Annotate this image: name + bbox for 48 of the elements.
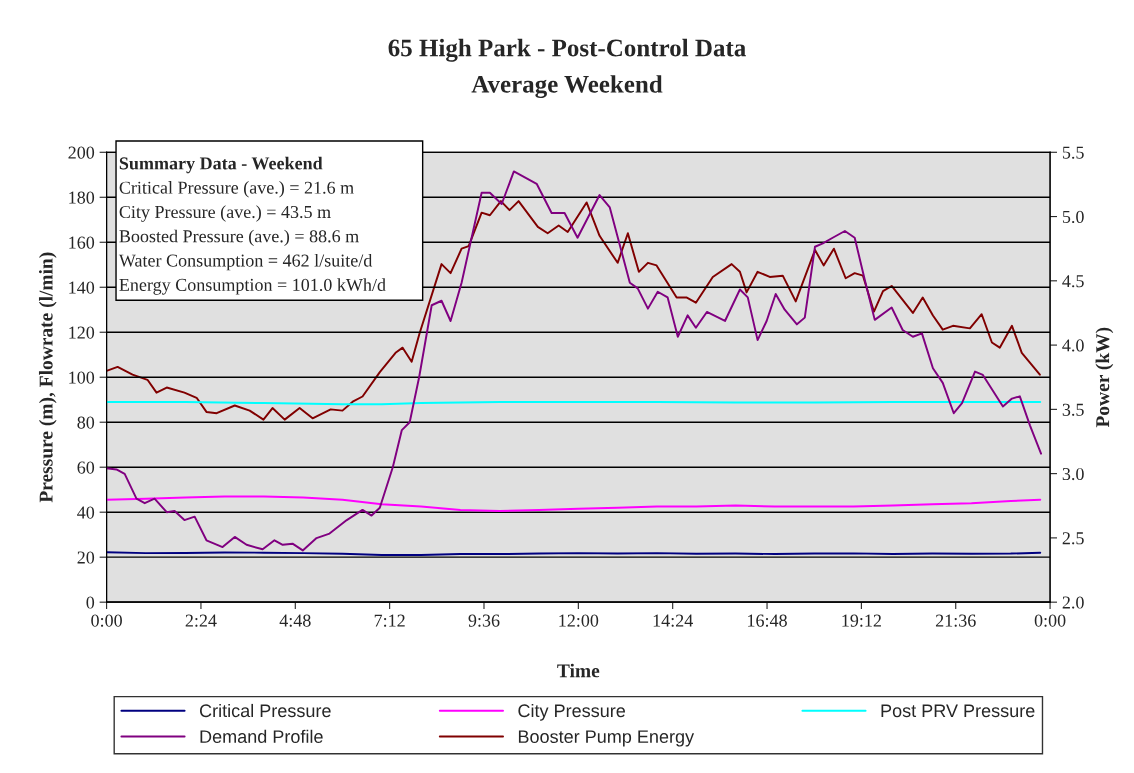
y2-axis-title: Power (kW) <box>1095 327 1114 428</box>
legend-label: Post PRV Pressure <box>881 704 1035 718</box>
annotation: Water Consumption = 462 l/suite/d <box>118 253 373 271</box>
y-tick-label: 60 <box>77 461 95 474</box>
y-tick-label: 160 <box>69 236 95 249</box>
y2-tick-label: 5.5 <box>1062 146 1084 159</box>
x-tick-label: 2:24 <box>185 614 217 627</box>
y-tick-label: 100 <box>69 371 95 384</box>
y-tick-label: 120 <box>69 326 95 339</box>
annotation: Boosted Pressure (ave.) = 88.6 m <box>119 229 359 247</box>
chart-subtitle: Average Weekend <box>471 75 663 99</box>
x-axis-title: Time <box>557 663 600 678</box>
x-tick-label: 7:12 <box>374 614 405 627</box>
x-tick-label: 21:36 <box>935 614 976 627</box>
legend-label: Critical Pressure <box>199 703 331 718</box>
x-tick-label: 16:48 <box>748 614 787 627</box>
y2-tick-label: 5.0 <box>1062 210 1084 224</box>
annotation: Critical Pressure (ave.) = 21.6 m <box>119 181 354 198</box>
annotation: Energy Consumption = 101.0 kWh/d <box>119 278 386 295</box>
y-tick-label: 0 <box>86 596 95 609</box>
annotation: Summary Data - Weekend <box>119 156 323 174</box>
y-tick-label: 40 <box>77 506 95 519</box>
x-tick-label: 0:00 <box>91 614 122 627</box>
annotation: City Pressure (ave.) = 43.5 m <box>119 205 331 222</box>
x-tick-label: 14:24 <box>653 614 693 627</box>
y-tick-label: 200 <box>68 146 95 159</box>
legend-label: Booster Pump Energy <box>518 730 695 747</box>
y2-tick-label: 4.5 <box>1062 275 1084 288</box>
y2-tick-label: 2.0 <box>1062 596 1084 609</box>
y-axis-title: Pressure (m), Flowrate (l/min) <box>38 252 57 503</box>
x-tick-label: 4:48 <box>279 614 311 627</box>
y2-tick-label: 2.5 <box>1062 532 1084 545</box>
y-tick-label: 80 <box>77 416 95 429</box>
x-tick-label: 0:00 <box>1034 614 1066 627</box>
y-tick-label: 20 <box>77 551 95 564</box>
x-tick-label: 19:12 <box>842 614 881 627</box>
y-tick-label: 180 <box>69 191 95 204</box>
y2-tick-label: 3.0 <box>1062 467 1084 481</box>
x-tick-label: 12:00 <box>559 614 599 627</box>
y-tick-label: 140 <box>69 281 95 294</box>
chart-title: 65 High Park - Post-Control Data <box>388 38 746 62</box>
line-series <box>106 200 1041 421</box>
line-series <box>106 495 1042 513</box>
y2-tick-label: 4.0 <box>1062 339 1084 352</box>
legend-label: City Pressure <box>518 703 626 721</box>
y2-tick-label: 3.5 <box>1062 403 1084 416</box>
legend-label: Demand Profile <box>200 729 323 744</box>
x-tick-label: 9:36 <box>468 614 500 627</box>
